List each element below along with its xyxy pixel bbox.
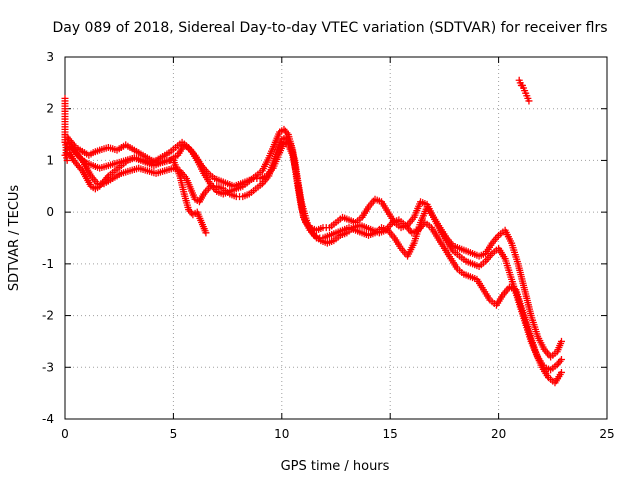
tick-labels: 0 5 10 15 20 25 -4 -3 -2 -1 0 1 2 3 bbox=[42, 50, 615, 441]
x-tick-label: 10 bbox=[274, 427, 289, 441]
y-tick-label: 2 bbox=[46, 102, 54, 116]
data-point bbox=[525, 97, 533, 105]
x-tick-label: 20 bbox=[491, 427, 506, 441]
y-tick-label: 3 bbox=[46, 50, 54, 64]
data-point bbox=[557, 368, 565, 376]
series-track-c bbox=[63, 138, 565, 387]
y-axis-label: SDTVAR / TECUs bbox=[7, 185, 22, 292]
data-point bbox=[202, 229, 210, 237]
x-tick-label: 5 bbox=[170, 427, 178, 441]
plot-border bbox=[64, 56, 608, 420]
y-tick-label: -4 bbox=[42, 412, 54, 426]
series-spike-0h bbox=[61, 94, 71, 164]
series-cluster-21h bbox=[515, 76, 533, 105]
data-point bbox=[557, 356, 565, 364]
data-point bbox=[557, 337, 565, 345]
data-point bbox=[63, 156, 71, 164]
series-track-d-early bbox=[61, 149, 210, 237]
y-tick-label: 0 bbox=[46, 205, 54, 219]
y-tick-label: -2 bbox=[42, 309, 54, 323]
y-tick-label: -3 bbox=[42, 360, 54, 374]
x-tick-label: 25 bbox=[599, 427, 614, 441]
y-tick-label: -1 bbox=[42, 257, 54, 271]
x-axis-label: GPS time / hours bbox=[281, 459, 390, 474]
y-tick-label: 1 bbox=[46, 153, 54, 167]
data-points bbox=[61, 76, 565, 387]
chart-title: Day 089 of 2018, Sidereal Day-to-day VTE… bbox=[52, 20, 607, 36]
plot-frame bbox=[64, 56, 608, 420]
axis-ticks bbox=[64, 56, 608, 420]
x-tick-label: 0 bbox=[61, 427, 69, 441]
x-tick-label: 15 bbox=[383, 427, 398, 441]
